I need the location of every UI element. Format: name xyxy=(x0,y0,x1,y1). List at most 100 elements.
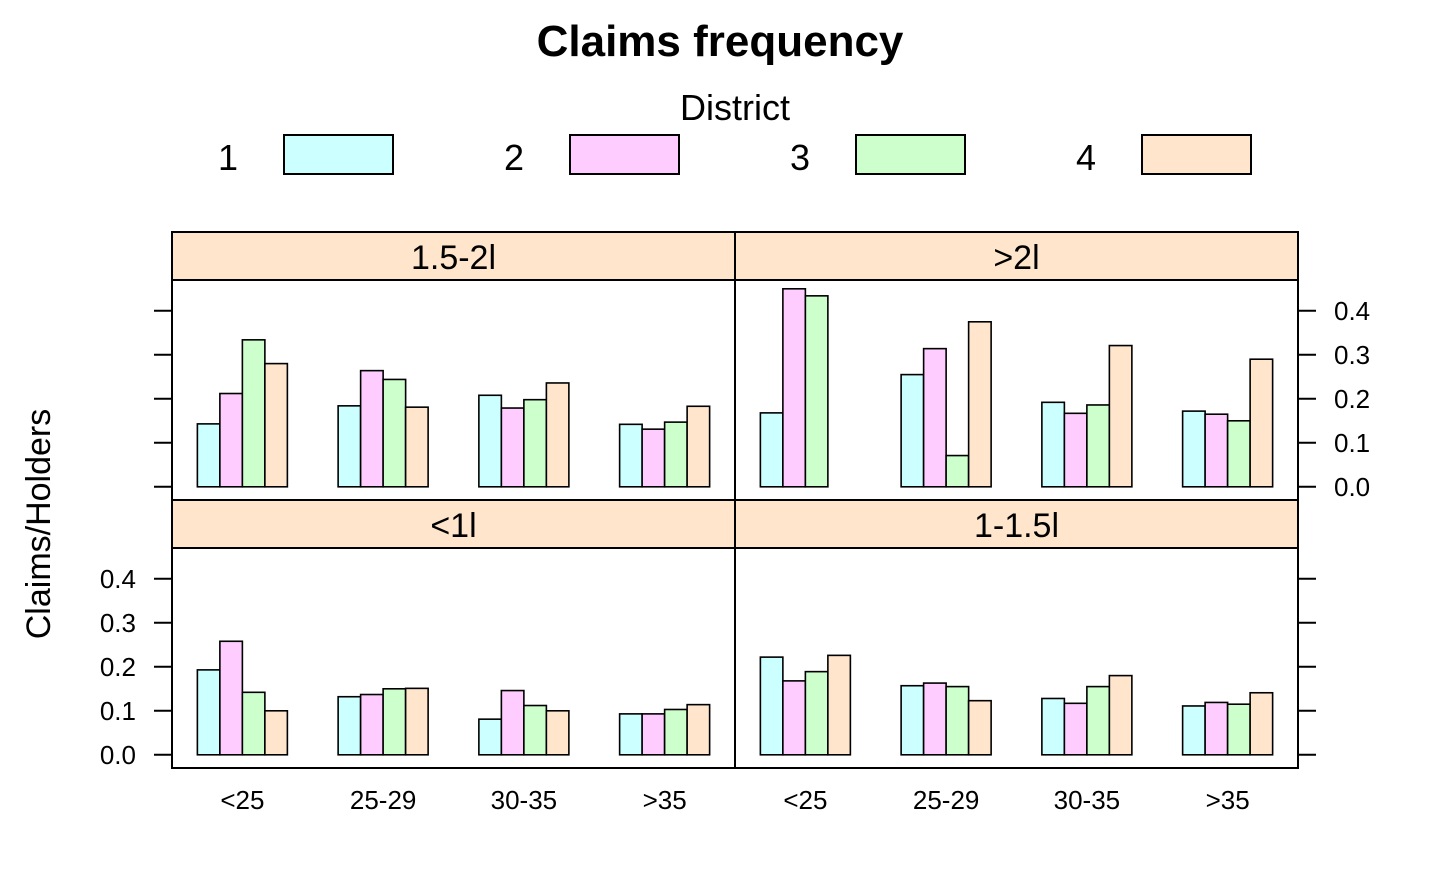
y-tick-label: 0.2 xyxy=(1334,384,1370,414)
legend-swatch-1 xyxy=(283,134,394,175)
legend-label-1: 1 xyxy=(218,137,238,178)
legend-title: District xyxy=(680,87,790,128)
bar-30-35-district-3 xyxy=(1086,685,1111,756)
bar-30-35-district-3 xyxy=(523,398,548,488)
bar-<25-district-2 xyxy=(219,392,244,488)
y-tick-label: 0.3 xyxy=(100,608,136,638)
bar-30-35-district-4 xyxy=(1108,674,1133,756)
bar->35-district-4 xyxy=(1249,358,1274,488)
chart-title: Claims frequency xyxy=(537,17,904,66)
bar-<25-district-1 xyxy=(759,656,784,756)
bar-<25-district-3 xyxy=(241,339,266,488)
legend-swatch-4 xyxy=(1141,134,1252,175)
strip-label: 1-1.5l xyxy=(974,507,1059,545)
bar-30-35-district-3 xyxy=(1086,404,1111,488)
bar-30-35-district-4 xyxy=(545,382,570,488)
panel->2l: >2l xyxy=(734,231,1299,501)
bar->35-district-3 xyxy=(1226,703,1251,756)
legend-swatch-2 xyxy=(569,134,680,175)
bar-30-35-district-1 xyxy=(478,718,503,756)
y-tick-label: 0.1 xyxy=(1334,428,1370,458)
bar-30-35-district-1 xyxy=(1041,697,1066,756)
strip xyxy=(734,231,1299,281)
bar-25-29-district-3 xyxy=(945,454,970,488)
bar-25-29-district-3 xyxy=(382,378,407,488)
x-tick-label-25-29: 25-29 xyxy=(913,785,980,815)
y-axis-label: Claims/Holders xyxy=(20,409,58,640)
legend-swatch-3 xyxy=(855,134,966,175)
bar->35-district-4 xyxy=(1249,691,1274,756)
bar->35-district-3 xyxy=(663,708,688,756)
bar-30-35-district-3 xyxy=(523,704,548,756)
x-tick-label-30-35: 30-35 xyxy=(491,785,558,815)
bar-30-35-district-1 xyxy=(1041,401,1066,488)
bar->35-district-3 xyxy=(663,421,688,488)
bar-25-29-district-2 xyxy=(359,693,384,756)
y-tick-label: 0.0 xyxy=(1334,472,1370,502)
legend-label-3: 3 xyxy=(790,137,810,178)
strip-label: <1l xyxy=(430,507,476,545)
x-tick-label->35: >35 xyxy=(1206,785,1250,815)
bar-<25-district-2 xyxy=(782,287,807,488)
bar->35-district-2 xyxy=(641,713,666,756)
bar-25-29-district-4 xyxy=(404,406,429,488)
bar-25-29-district-1 xyxy=(337,695,362,756)
bar-<25-district-2 xyxy=(219,640,244,756)
legend-label-2: 2 xyxy=(504,137,524,178)
bar-<25-district-1 xyxy=(196,423,221,488)
panel-border xyxy=(734,279,1299,501)
panels: <1l 1-1.5l 1.5-2l >2l xyxy=(171,231,1299,769)
strip-label: 1.5-2l xyxy=(411,239,496,277)
bar->35-district-2 xyxy=(641,428,666,488)
bar-25-29-district-2 xyxy=(922,682,947,756)
y-tick-label: 0.4 xyxy=(100,564,136,594)
bar-25-29-district-1 xyxy=(337,405,362,488)
bar-25-29-district-1 xyxy=(900,684,925,756)
bar-30-35-district-4 xyxy=(1108,344,1133,488)
bar-25-29-district-2 xyxy=(359,369,384,488)
bar->35-district-4 xyxy=(686,405,711,488)
panel-<1l: <1l xyxy=(171,499,736,769)
bar->35-district-2 xyxy=(1204,413,1229,488)
x-tick-label-30-35: 30-35 xyxy=(1054,785,1121,815)
x-tick-label-<25: <25 xyxy=(783,785,827,815)
bar-<25-district-1 xyxy=(196,669,221,756)
bar-<25-district-4 xyxy=(264,709,289,756)
bar->35-district-4 xyxy=(686,703,711,756)
bar-25-29-district-4 xyxy=(404,687,429,756)
bar->35-district-1 xyxy=(618,713,643,756)
bar-25-29-district-3 xyxy=(382,687,407,756)
bar-<25-district-4 xyxy=(264,362,289,488)
bar->35-district-3 xyxy=(1226,419,1251,488)
bar-<25-district-1 xyxy=(759,412,784,488)
y-tick-label: 0.4 xyxy=(1334,296,1370,326)
bar-25-29-district-2 xyxy=(922,347,947,488)
bar-<25-district-3 xyxy=(804,295,829,488)
legend: 1 2 3 4 xyxy=(218,134,1252,178)
panel-1-1.5l: 1-1.5l xyxy=(734,499,1299,769)
legend-label-4: 4 xyxy=(1076,137,1096,178)
bar->35-district-1 xyxy=(1181,705,1206,756)
y-tick-label: 0.2 xyxy=(100,652,136,682)
panel-border xyxy=(734,547,1299,769)
x-tick-label-25-29: 25-29 xyxy=(350,785,417,815)
bar-30-35-district-2 xyxy=(1063,412,1088,488)
bar-30-35-district-2 xyxy=(1063,702,1088,756)
bar->35-district-1 xyxy=(1181,410,1206,488)
strip-label: >2l xyxy=(993,239,1039,277)
strip xyxy=(171,231,736,281)
bar-<25-district-3 xyxy=(241,691,266,756)
y-tick-label: 0.1 xyxy=(100,696,136,726)
bar-25-29-district-4 xyxy=(967,320,992,488)
bar-<25-district-4 xyxy=(827,654,852,756)
bar-<25-district-3 xyxy=(804,670,829,756)
y-tick-label: 0.3 xyxy=(1334,340,1370,370)
x-tick-label-<25: <25 xyxy=(220,785,264,815)
bar-30-35-district-2 xyxy=(500,407,525,488)
axes: 0.0 0.1 0.2 0.3 0.4 0.0 0.1 0.2 0.3 0.4 <25 25-29 30… xyxy=(100,296,1370,815)
bar-25-29-district-3 xyxy=(945,685,970,756)
bar-30-35-district-4 xyxy=(545,709,570,756)
bar-30-35-district-1 xyxy=(478,394,503,488)
strip xyxy=(734,499,1299,549)
